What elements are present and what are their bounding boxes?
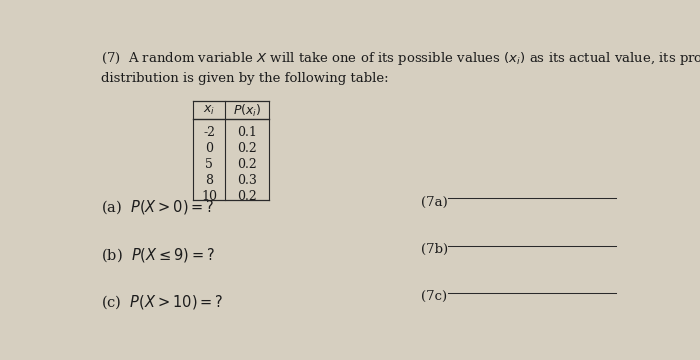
Text: (c)  $P(X > 10) =?$: (c) $P(X > 10) =?$ bbox=[101, 293, 223, 311]
Text: 10: 10 bbox=[201, 190, 217, 203]
Text: 5: 5 bbox=[205, 158, 213, 171]
Text: 8: 8 bbox=[205, 174, 213, 187]
Text: 0.2: 0.2 bbox=[237, 190, 257, 203]
Text: (7b): (7b) bbox=[421, 243, 448, 256]
Text: 0.2: 0.2 bbox=[237, 158, 257, 171]
Text: $P(x_i)$: $P(x_i)$ bbox=[233, 103, 261, 119]
Text: -2: -2 bbox=[203, 126, 215, 139]
Text: (b)  $P(X \leq 9) =?$: (b) $P(X \leq 9) =?$ bbox=[101, 246, 215, 264]
Text: (7a): (7a) bbox=[421, 195, 448, 209]
Text: (7)  A random variable $X$ will take one of its possible values $(x_i)$ as its a: (7) A random variable $X$ will take one … bbox=[101, 50, 700, 67]
Text: 0.2: 0.2 bbox=[237, 141, 257, 154]
Text: 0: 0 bbox=[205, 141, 213, 154]
Text: distribution is given by the following table:: distribution is given by the following t… bbox=[101, 72, 389, 85]
Text: (7c): (7c) bbox=[421, 290, 447, 303]
Text: $x_i$: $x_i$ bbox=[203, 104, 215, 117]
Text: (a)  $P(X > 0) =?$: (a) $P(X > 0) =?$ bbox=[101, 198, 215, 216]
Text: 0.1: 0.1 bbox=[237, 126, 257, 139]
Text: 0.3: 0.3 bbox=[237, 174, 257, 187]
